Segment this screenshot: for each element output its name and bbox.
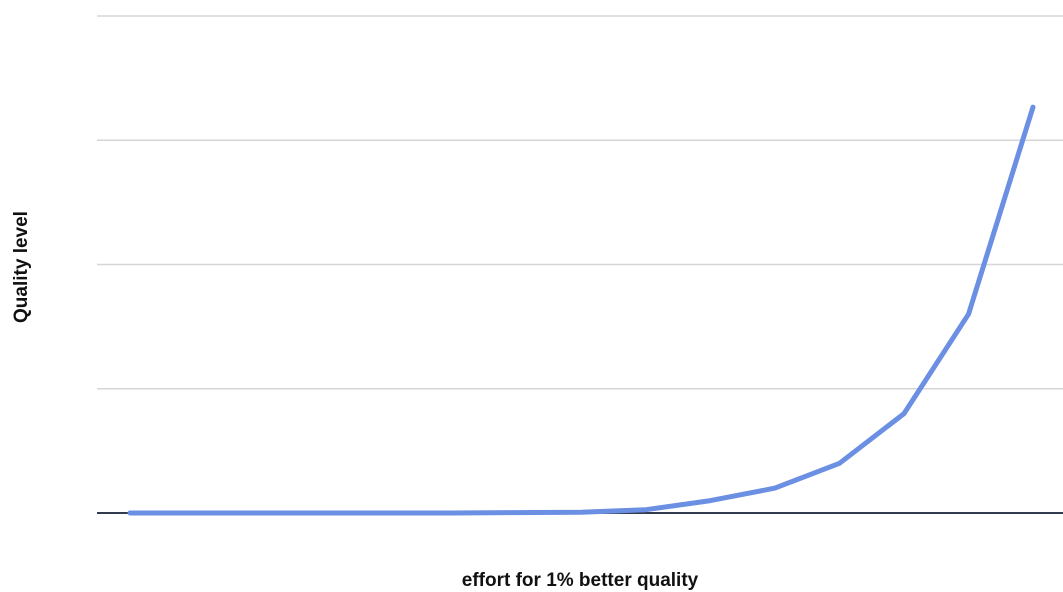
data-point bbox=[385, 510, 391, 516]
data-point bbox=[708, 498, 714, 504]
x-axis-label: effort for 1% better quality bbox=[461, 570, 699, 591]
data-point bbox=[127, 510, 133, 516]
data-point bbox=[772, 485, 778, 491]
data-point bbox=[837, 460, 843, 466]
series-line-0 bbox=[127, 104, 1036, 516]
data-point bbox=[643, 507, 649, 513]
y-axis-label: Quality level bbox=[11, 211, 32, 323]
data-point bbox=[514, 510, 520, 516]
data-point bbox=[966, 311, 972, 317]
data-point bbox=[192, 510, 198, 516]
data-point bbox=[256, 510, 262, 516]
data-point bbox=[1030, 104, 1036, 110]
data-point bbox=[450, 510, 456, 516]
data-point bbox=[901, 411, 907, 417]
data-point bbox=[579, 509, 585, 515]
data-point bbox=[321, 510, 327, 516]
